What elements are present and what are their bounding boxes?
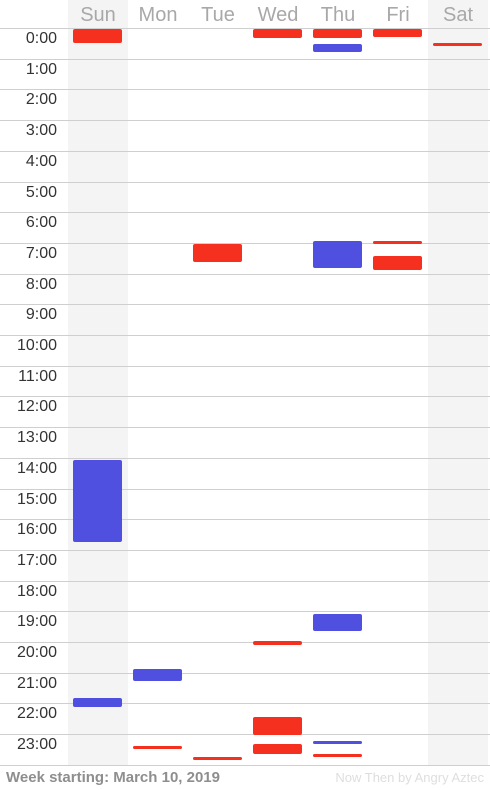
hour-label: 23:00: [16, 736, 57, 754]
hour-gridline: [0, 58, 490, 60]
hour-label: 19:00: [16, 613, 57, 631]
calendar-event-blue[interactable]: [313, 741, 362, 745]
hour-label: 22:00: [16, 705, 57, 723]
hour-label: 7:00: [25, 244, 57, 262]
hour-label: 15:00: [16, 490, 57, 508]
hour-gridline: [0, 304, 490, 306]
hour-gridline: [0, 28, 490, 29]
hour-label: 8:00: [25, 275, 57, 293]
hour-label: 9:00: [25, 306, 57, 324]
day-header-tue[interactable]: Tue: [201, 4, 235, 26]
calendar-event-red[interactable]: [373, 29, 422, 37]
calendar-event-red[interactable]: [253, 744, 302, 754]
hour-gridline: [0, 181, 490, 183]
hour-gridline: [0, 519, 490, 521]
hour-gridline: [0, 549, 490, 551]
day-header-fri[interactable]: Fri: [386, 4, 410, 26]
hour-gridline: [0, 703, 490, 705]
hour-gridline: [0, 580, 490, 582]
hour-label: 4:00: [25, 152, 57, 170]
hour-label: 11:00: [18, 367, 57, 385]
hour-label: 5:00: [25, 183, 57, 201]
hour-gridline: [0, 150, 490, 152]
calendar-event-red[interactable]: [193, 756, 242, 760]
calendar-event-red[interactable]: [73, 29, 122, 43]
hour-label: 18:00: [16, 582, 57, 600]
calendar-event-blue[interactable]: [73, 698, 122, 708]
day-header-sun[interactable]: Sun: [80, 4, 116, 26]
hour-label: 17:00: [16, 551, 57, 569]
hour-label: 12:00: [16, 398, 57, 416]
day-header-wed[interactable]: Wed: [257, 4, 299, 26]
calendar-event-red[interactable]: [313, 753, 362, 757]
hour-gridline: [0, 457, 490, 459]
calendar-event-red[interactable]: [193, 243, 242, 263]
hour-gridline: [0, 396, 490, 398]
app-credit: Now Then by Angry Aztec: [335, 770, 484, 785]
calendar-event-red[interactable]: [373, 240, 422, 244]
hour-gridline: [0, 120, 490, 122]
hour-label: 13:00: [16, 429, 57, 447]
calendar-event-red[interactable]: [253, 29, 302, 39]
hour-gridline: [0, 89, 490, 91]
hour-gridline: [0, 212, 490, 214]
day-header-sat[interactable]: Sat: [442, 4, 474, 26]
hour-label: 1:00: [25, 60, 57, 78]
hour-gridline: [0, 642, 490, 643]
calendar-event-blue[interactable]: [313, 613, 362, 631]
week-starting-label[interactable]: Week starting: March 10, 2019: [6, 769, 220, 786]
hour-label: 21:00: [16, 674, 57, 692]
calendar-event-red[interactable]: [433, 42, 482, 46]
hour-label: 14:00: [16, 459, 57, 477]
weekend-column-bg: [428, 0, 488, 765]
calendar-event-blue[interactable]: [313, 240, 362, 269]
calendar-event-red[interactable]: [253, 716, 302, 736]
hour-gridline: [0, 427, 490, 429]
calendar-event-red[interactable]: [133, 745, 182, 749]
calendar-event-red[interactable]: [253, 641, 302, 645]
hour-label: 3:00: [25, 122, 57, 140]
day-header-mon[interactable]: Mon: [138, 4, 178, 26]
hour-gridline: [0, 488, 490, 490]
footer-bar: Week starting: March 10, 2019 Now Then b…: [0, 765, 490, 790]
calendar-event-blue[interactable]: [313, 44, 362, 53]
hour-label: 0:00: [25, 30, 57, 47]
calendar-event-red[interactable]: [373, 256, 422, 270]
hour-gridline: [0, 734, 490, 736]
hour-label: 20:00: [16, 644, 57, 661]
week-calendar: Sun Mon Tue Wed Thu Fri Sat 0:00 1:00 2:00 3:00 4:0…: [0, 0, 490, 765]
weekend-column-bg: [68, 0, 128, 765]
hour-gridline: [0, 242, 490, 244]
hour-label: 2:00: [25, 91, 57, 109]
day-header-thu[interactable]: Thu: [320, 4, 356, 26]
calendar-event-blue[interactable]: [133, 669, 182, 682]
calendar-event-blue[interactable]: [73, 460, 122, 542]
hour-gridline: [0, 273, 490, 275]
hour-gridline: [0, 365, 490, 367]
hour-gridline: [0, 672, 490, 674]
hour-label: 10:00: [16, 337, 57, 354]
hour-label: 16:00: [16, 521, 57, 539]
hour-label: 6:00: [25, 214, 57, 232]
hour-gridline: [0, 611, 490, 613]
calendar-event-red[interactable]: [313, 29, 362, 39]
hour-gridline: [0, 335, 490, 336]
